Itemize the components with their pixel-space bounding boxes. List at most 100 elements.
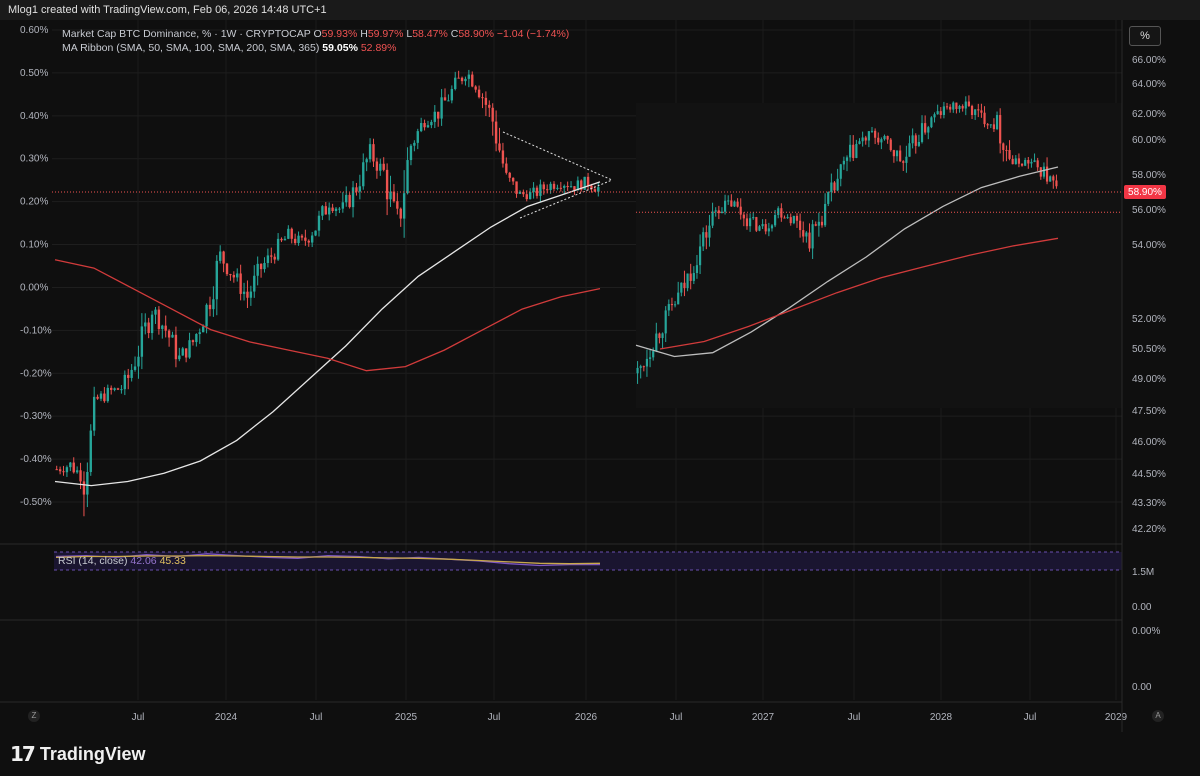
candle-body — [515, 181, 518, 194]
candle-body — [154, 309, 157, 315]
candle-body — [317, 215, 321, 231]
right-axis-tick: 64.00% — [1132, 79, 1166, 90]
candle-seg2-body — [880, 139, 883, 143]
candle-seg2-body — [1039, 167, 1042, 177]
candle-body — [208, 304, 212, 310]
candle-body — [307, 240, 310, 243]
candle-seg2-body — [917, 141, 920, 146]
lower-pane-axis-tick: 1.5M — [1132, 567, 1154, 578]
tradingview-logo-text: TradingView — [39, 743, 146, 764]
candle-body — [511, 177, 515, 182]
candle-seg2-body — [808, 232, 811, 249]
candle-seg2-body — [774, 214, 777, 226]
candle-body — [597, 187, 600, 192]
rsi-ma-line — [55, 554, 601, 565]
candle-seg2-body — [845, 157, 849, 161]
candle-seg2-body — [1017, 158, 1021, 164]
candle-seg2-body — [864, 137, 867, 141]
candle-seg2-body — [799, 220, 802, 231]
candle-body — [72, 462, 75, 473]
candle-body — [62, 471, 65, 473]
candle-body — [331, 207, 334, 212]
candle-body — [273, 256, 276, 260]
candle-body — [416, 131, 419, 143]
tradingview-logo-icon: 17 — [10, 742, 36, 766]
candle-body — [79, 470, 82, 482]
candle-body — [362, 162, 365, 187]
candle-body — [593, 189, 597, 192]
candle-body — [174, 334, 178, 360]
x-axis-tick: Jul — [310, 712, 323, 723]
candle-seg2-body — [967, 101, 971, 106]
left-axis-tick: 0.10% — [20, 240, 48, 251]
low-value: 58.47% — [412, 28, 448, 40]
candle-seg2-body — [805, 232, 808, 237]
candle-seg2-body — [983, 112, 986, 125]
candle-body — [535, 187, 539, 196]
candle-body — [505, 163, 508, 173]
candle-seg2-body — [683, 282, 686, 289]
candle-body — [375, 161, 379, 171]
candle-body — [270, 255, 273, 257]
rsi-line — [55, 553, 600, 567]
right-axis-tick: 62.00% — [1132, 109, 1166, 120]
candle-body — [201, 326, 205, 333]
candle-body — [413, 142, 416, 146]
candle-body — [113, 388, 116, 390]
candle-seg2-body — [892, 150, 895, 157]
timezone-button[interactable]: Z — [28, 710, 40, 722]
candle-body — [195, 334, 198, 343]
candle-body — [430, 121, 433, 126]
close-value: 58.90% — [458, 28, 494, 40]
candle-body — [184, 348, 188, 358]
candle-seg2-body — [945, 106, 949, 108]
candle-body — [229, 274, 232, 276]
candle-seg2-body — [717, 210, 720, 214]
candle-body — [569, 186, 573, 188]
candle-body — [191, 340, 195, 343]
candle-seg2-body — [727, 200, 730, 202]
candle-seg2-body — [927, 127, 930, 133]
candle-seg2-body — [1052, 176, 1055, 181]
right-axis-tick: 54.00% — [1132, 240, 1166, 251]
candle-body — [253, 275, 256, 292]
candle-body — [532, 187, 535, 193]
candle-body — [242, 291, 246, 294]
candle-body — [232, 274, 236, 278]
candle-body — [321, 206, 324, 216]
candle-seg2-body — [952, 102, 955, 110]
candle-body — [471, 74, 474, 87]
candle-body — [368, 144, 372, 160]
candle-body — [96, 396, 99, 399]
candle-seg2-body — [711, 211, 714, 226]
candle-seg2-body — [714, 210, 717, 212]
tradingview-logo[interactable]: 17 TradingView — [10, 742, 146, 766]
candle-seg2-body — [723, 200, 727, 212]
candle-body — [379, 163, 382, 171]
candle-seg2-body — [883, 135, 886, 140]
candle-body — [130, 369, 133, 378]
percent-scale-button[interactable]: % — [1129, 26, 1161, 46]
candle-seg2-body — [692, 273, 695, 281]
rsi-ma-value: 45.33 — [159, 555, 186, 567]
candle-seg2-body — [992, 124, 996, 130]
candle-body — [147, 322, 150, 334]
chart-stage[interactable]: 0.60% 0.50% 0.40% 0.30% 0.20% 0.10% 0.00% -0.10… — [0, 20, 1200, 732]
auto-scale-button[interactable]: A — [1152, 710, 1164, 722]
left-axis-tick: 0.50% — [20, 68, 48, 79]
x-axis-tick: Jul — [132, 712, 145, 723]
candle-seg2-body — [1055, 180, 1058, 187]
candle-seg2-body — [886, 135, 889, 140]
candle-seg2-body — [783, 217, 786, 219]
candle-body — [188, 340, 191, 358]
high-value: 59.97% — [367, 28, 404, 40]
candle-body — [528, 192, 532, 200]
candle-body — [171, 334, 174, 338]
candle-body — [181, 348, 184, 356]
candle-body — [178, 355, 181, 360]
candle-seg2-body — [802, 230, 805, 237]
candle-seg2-body — [836, 178, 839, 191]
candle-seg2-body — [708, 225, 711, 238]
price-chart-svg[interactable]: 0.60% 0.50% 0.40% 0.30% 0.20% 0.10% 0.00% -0.10… — [0, 20, 1200, 732]
candle-seg2-body — [905, 156, 908, 163]
